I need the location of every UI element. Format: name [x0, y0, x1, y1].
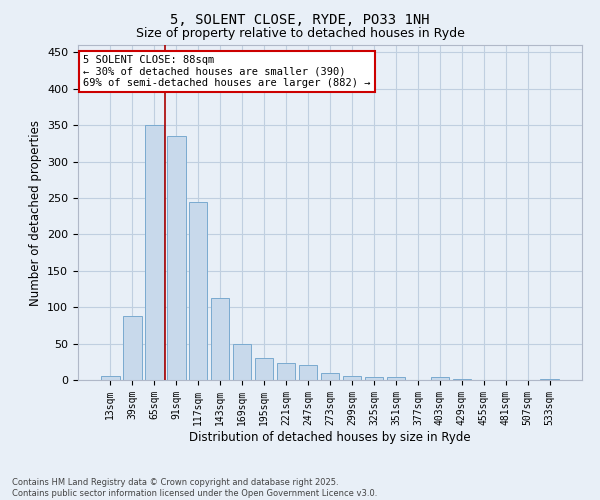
Text: 5, SOLENT CLOSE, RYDE, PO33 1NH: 5, SOLENT CLOSE, RYDE, PO33 1NH: [170, 12, 430, 26]
Bar: [101, 376, 119, 380]
Bar: [386, 377, 405, 380]
Bar: [123, 316, 142, 380]
Bar: [145, 125, 164, 380]
Bar: [343, 376, 361, 380]
Bar: [277, 362, 295, 380]
Bar: [167, 136, 185, 380]
Bar: [211, 298, 229, 380]
Bar: [233, 344, 251, 380]
Bar: [255, 358, 274, 380]
X-axis label: Distribution of detached houses by size in Ryde: Distribution of detached houses by size …: [189, 430, 471, 444]
Bar: [189, 202, 208, 380]
Bar: [299, 366, 317, 380]
Text: 5 SOLENT CLOSE: 88sqm
← 30% of detached houses are smaller (390)
69% of semi-det: 5 SOLENT CLOSE: 88sqm ← 30% of detached …: [83, 55, 371, 88]
Bar: [320, 374, 340, 380]
Text: Size of property relative to detached houses in Ryde: Size of property relative to detached ho…: [136, 28, 464, 40]
Y-axis label: Number of detached properties: Number of detached properties: [29, 120, 41, 306]
Text: Contains HM Land Registry data © Crown copyright and database right 2025.
Contai: Contains HM Land Registry data © Crown c…: [12, 478, 377, 498]
Bar: [431, 377, 449, 380]
Bar: [365, 377, 383, 380]
